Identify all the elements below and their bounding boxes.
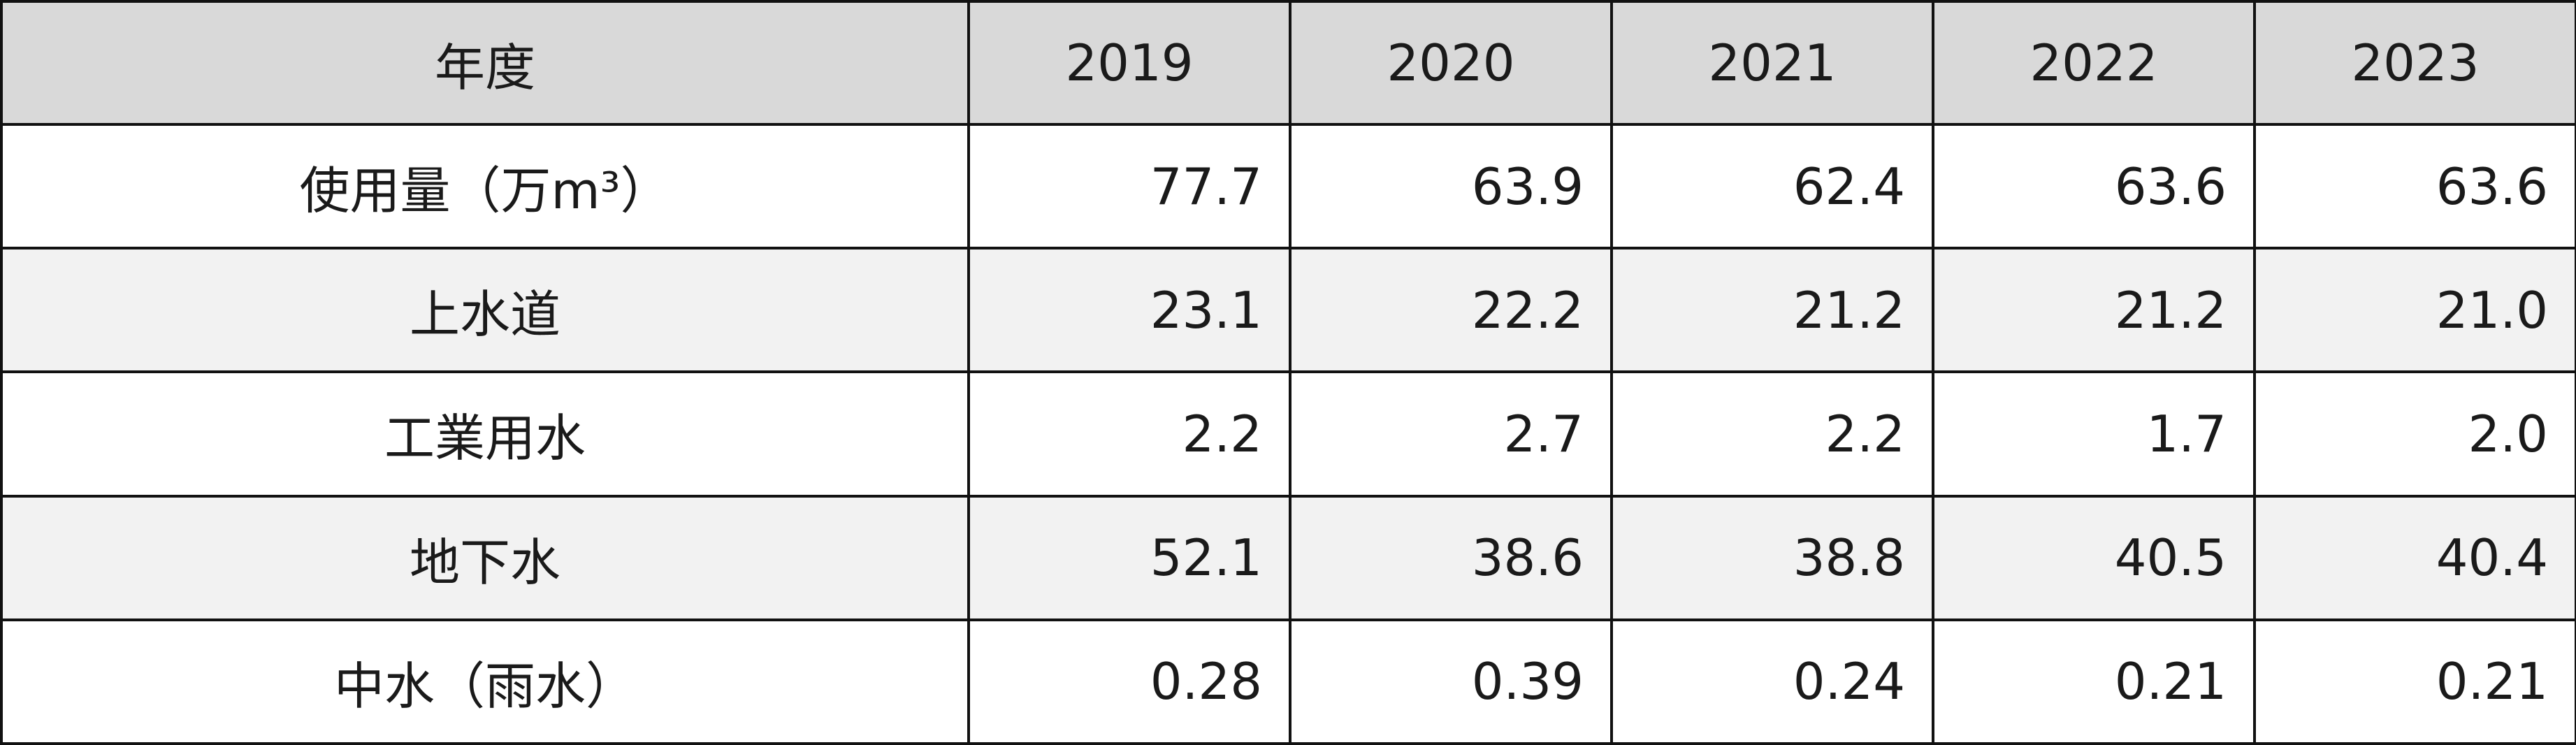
table-cell: 63.6	[2253, 122, 2576, 250]
table-row-industrial-water: 工業用水 2.2 2.7 2.2 1.7 2.0	[0, 370, 2576, 498]
header-year-2019: 2019	[967, 0, 1291, 126]
table-cell: 38.6	[1289, 494, 1613, 621]
table-cell: 22.2	[1289, 247, 1613, 374]
header-year-2021: 2021	[1610, 0, 1934, 126]
table-cell: 21.0	[2253, 247, 2576, 374]
row-label: 工業用水	[0, 370, 970, 498]
table-row-total-usage: 使用量（万m³） 77.7 63.9 62.4 63.6 63.6	[0, 122, 2576, 250]
table-cell: 21.2	[1610, 247, 1934, 374]
row-label: 中水（雨水）	[0, 618, 970, 745]
table-cell: 0.39	[1289, 618, 1613, 745]
table-cell: 38.8	[1610, 494, 1934, 621]
table-cell: 23.1	[967, 247, 1291, 374]
row-label: 地下水	[0, 494, 970, 621]
table-header-row: 年度 2019 2020 2021 2022 2023	[0, 0, 2576, 126]
table-cell: 0.21	[2253, 618, 2576, 745]
table-cell: 52.1	[967, 494, 1291, 621]
table-cell: 62.4	[1610, 122, 1934, 250]
table-cell: 63.6	[1932, 122, 2256, 250]
table-cell: 77.7	[967, 122, 1291, 250]
table-cell: 63.9	[1289, 122, 1613, 250]
table-cell: 40.5	[1932, 494, 2256, 621]
table-cell: 2.2	[967, 370, 1291, 498]
table-cell: 2.0	[2253, 370, 2576, 498]
table-cell: 0.24	[1610, 618, 1934, 745]
table-cell: 40.4	[2253, 494, 2576, 621]
table-row-groundwater: 地下水 52.1 38.6 38.8 40.5 40.4	[0, 494, 2576, 621]
row-label: 使用量（万m³）	[0, 122, 970, 250]
table-cell: 1.7	[1932, 370, 2256, 498]
table-cell: 21.2	[1932, 247, 2256, 374]
header-year-2020: 2020	[1289, 0, 1613, 126]
row-label: 上水道	[0, 247, 970, 374]
table-cell: 0.21	[1932, 618, 2256, 745]
table-cell: 2.2	[1610, 370, 1934, 498]
header-year-2023: 2023	[2253, 0, 2576, 126]
header-label-cell: 年度	[0, 0, 970, 126]
table-row-greywater-rainwater: 中水（雨水） 0.28 0.39 0.24 0.21 0.21	[0, 618, 2576, 745]
table-cell: 2.7	[1289, 370, 1613, 498]
header-year-2022: 2022	[1932, 0, 2256, 126]
table-row-tap-water: 上水道 23.1 22.2 21.2 21.2 21.0	[0, 247, 2576, 374]
table-cell: 0.28	[967, 618, 1291, 745]
